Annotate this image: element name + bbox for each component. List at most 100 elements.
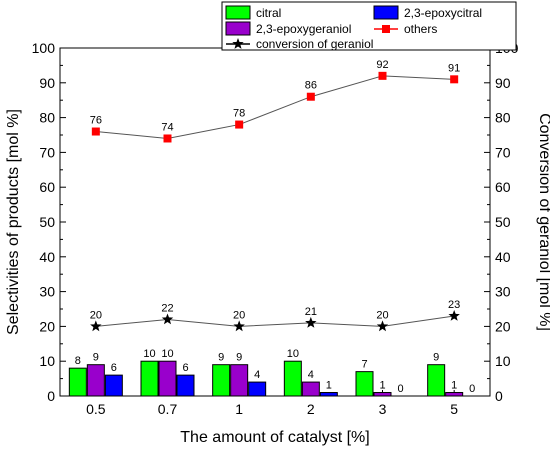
bar-2-3-epoxycitral: [176, 374, 195, 397]
legend-marker-conversion-of-geraniol: [232, 38, 244, 49]
marker-others: [91, 127, 100, 136]
marker-others: [306, 92, 315, 101]
bar-2-3-epoxygeraniol: [230, 364, 249, 397]
x-tick-label: 0.5: [86, 401, 106, 417]
line-value-label: 23: [448, 299, 460, 311]
y2-tick-label: 20: [495, 318, 511, 334]
marker-conversion-of-geraniol: [161, 313, 174, 325]
bar-citral: [140, 360, 159, 397]
y2-tick-label: 80: [495, 110, 511, 126]
line-others: [95, 75, 455, 139]
line-value-label: 86: [305, 80, 317, 92]
line-value-label: 76: [90, 115, 102, 127]
line-series: [90, 71, 460, 332]
bar-value-label: 10: [287, 348, 299, 360]
bar-citral: [212, 364, 231, 397]
y-tick-label: 50: [39, 214, 55, 230]
marker-conversion-of-geraniol: [90, 320, 102, 332]
y-tick-label: 40: [39, 249, 55, 265]
y-tick-label: 0: [47, 388, 55, 404]
y2-tick-label: 0: [495, 388, 503, 404]
bar-value-label: 9: [218, 352, 224, 364]
bar-value-label: 9: [93, 352, 99, 364]
line-value-label: 20: [376, 309, 388, 321]
bar-citral: [283, 360, 302, 397]
x-tick-label: 0.7: [158, 401, 178, 417]
x-axis-title: The amount of catalyst [%]: [180, 429, 369, 446]
legend-label-2-3-epoxycitral: 2,3-epoxycitral: [404, 6, 482, 20]
bar-value-label: 9: [433, 352, 439, 364]
bar-value-label: 10: [143, 348, 155, 360]
y-tick-label: 100: [32, 40, 56, 56]
y-tick-label: 10: [39, 353, 55, 369]
marker-others: [450, 75, 459, 84]
y2-tick-label: 50: [495, 214, 511, 230]
y-tick-label: 30: [39, 284, 55, 300]
marker-conversion-of-geraniol: [376, 320, 389, 332]
bar-value-label: 4: [254, 369, 260, 381]
bar-value-label: 0: [397, 383, 403, 395]
bar-2-3-epoxygeraniol: [158, 360, 177, 397]
x-tick-label: 2: [307, 401, 315, 417]
bar-value-label: 9: [236, 352, 242, 364]
marker-others: [235, 120, 244, 129]
marker-conversion-of-geraniol: [305, 316, 317, 328]
bar-citral: [355, 371, 374, 397]
bar-2-3-epoxygeraniol: [301, 381, 320, 397]
y2-tick-label: 40: [495, 249, 511, 265]
bar-value-label: 4: [308, 369, 314, 381]
marker-others: [163, 134, 172, 143]
plot-area: [59, 47, 491, 397]
bar-2-3-epoxygeraniol: [445, 392, 464, 397]
y2-tick-label: 60: [495, 179, 511, 195]
bar-series: [68, 360, 464, 397]
bar-citral: [427, 364, 446, 397]
bar-2-3-epoxycitral: [104, 374, 123, 397]
legend: citral 2,3-epoxycitral 2,3-epoxygeraniol ot…: [221, 1, 517, 51]
line-value-label: 74: [161, 121, 173, 133]
line-value-label: 21: [305, 306, 317, 318]
legend-label-others: others: [404, 22, 437, 36]
y-tick-label: 90: [39, 75, 55, 91]
bar-citral: [68, 367, 87, 397]
legend-swatch-2-3-epoxygeraniol: [225, 21, 251, 36]
bar-value-label: 1: [326, 380, 332, 392]
legend-label-citral: citral: [256, 6, 281, 20]
line-conversion-of-geraniol: [95, 315, 455, 327]
x-tick-label: 5: [450, 401, 458, 417]
legend-box: [221, 1, 517, 51]
marker-conversion-of-geraniol: [448, 309, 460, 321]
bar-value-label: 1: [379, 380, 385, 392]
y-tick-label: 20: [39, 318, 55, 334]
bar-2-3-epoxygeraniol: [373, 392, 392, 397]
marker-others: [378, 71, 387, 80]
legend-marker-others: [382, 25, 390, 33]
bar-2-3-epoxycitral: [248, 381, 267, 397]
line-value-label: 78: [233, 108, 245, 120]
y-axis-title: Selectivities of products [mol %]: [5, 109, 22, 335]
y-tick-label: 70: [39, 144, 55, 160]
x-tick-label: 1: [235, 401, 243, 417]
line-value-label: 20: [233, 309, 245, 321]
bar-value-label: 8: [75, 355, 81, 367]
legend-label-2-3-epoxygeraniol: 2,3-epoxygeraniol: [256, 22, 351, 36]
line-value-label: 92: [376, 59, 388, 71]
bar-value-label: 0: [469, 383, 475, 395]
y2-tick-label: 70: [495, 144, 511, 160]
marker-conversion-of-geraniol: [233, 320, 245, 332]
legend-swatch-citral: [225, 5, 251, 20]
y2-tick-label: 90: [495, 75, 511, 91]
x-tick-label: 3: [379, 401, 387, 417]
bar-value-label: 10: [161, 348, 173, 360]
line-value-label: 22: [161, 302, 173, 314]
y-tick-label: 60: [39, 179, 55, 195]
bar-value-label: 6: [182, 362, 188, 374]
y2-axis-title: Conversion of geraniol [mol %]: [536, 113, 550, 331]
bar-2-3-epoxycitral: [319, 392, 338, 397]
bar-value-label: 7: [361, 359, 367, 371]
bar-value-label: 6: [111, 362, 117, 374]
legend-label-conversion-of-geraniol: conversion of geraniol: [256, 37, 373, 51]
